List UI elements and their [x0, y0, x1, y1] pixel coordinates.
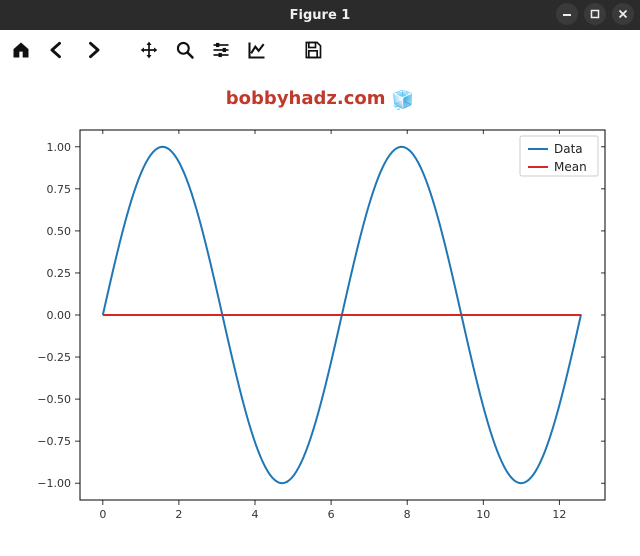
maximize-icon [590, 9, 600, 19]
y-tick-label: −0.75 [37, 435, 71, 448]
sliders-icon [211, 40, 231, 60]
figure-canvas[interactable]: bobbyhadz.com 🧊 −1.00 −0.75 −0.50 −0.25 0.00… [0, 70, 640, 556]
chart-title-text: bobbyhadz.com [226, 88, 392, 109]
close-icon [618, 9, 628, 19]
x-tick-label: 2 [175, 508, 182, 521]
matplotlib-toolbar [0, 30, 640, 70]
legend-label: Data [554, 142, 583, 156]
y-tick-label: −0.50 [37, 393, 71, 406]
forward-icon [83, 40, 103, 60]
chart-plot: −1.00 −0.75 −0.50 −0.25 0.00 0.25 0.50 0.75 1.00… [0, 118, 640, 548]
zoom-icon [175, 40, 195, 60]
y-tick-label: 1.00 [47, 141, 72, 154]
legend: Data Mean [520, 136, 598, 176]
back-button[interactable] [46, 39, 68, 61]
save-icon [303, 40, 323, 60]
home-button[interactable] [10, 39, 32, 61]
y-tick-label: 0.25 [47, 267, 72, 280]
save-button[interactable] [302, 39, 324, 61]
minimize-icon [562, 9, 572, 19]
configure-button[interactable] [210, 39, 232, 61]
x-tick-label: 10 [476, 508, 490, 521]
zoom-button[interactable] [174, 39, 196, 61]
x-tick-label: 4 [252, 508, 259, 521]
chart-icon [247, 40, 267, 60]
forward-button[interactable] [82, 39, 104, 61]
close-button[interactable] [612, 3, 634, 25]
back-icon [47, 40, 67, 60]
y-tick-label: −1.00 [37, 477, 71, 490]
legend-label: Mean [554, 160, 587, 174]
y-tick-label: 0.75 [47, 183, 72, 196]
x-tick-label: 0 [99, 508, 106, 521]
pan-icon [139, 40, 159, 60]
x-tick-label: 12 [552, 508, 566, 521]
axes-edit-button[interactable] [246, 39, 268, 61]
window-title: Figure 1 [290, 8, 351, 23]
cube-icon: 🧊 [392, 90, 414, 111]
home-icon [11, 40, 31, 60]
chart-title: bobbyhadz.com 🧊 [0, 88, 640, 111]
y-tick-label: −0.25 [37, 351, 71, 364]
x-tick-label: 6 [328, 508, 335, 521]
window-controls [556, 3, 634, 25]
y-tick-label: 0.00 [47, 309, 72, 322]
window-titlebar: Figure 1 [0, 0, 640, 30]
x-tick-label: 8 [404, 508, 411, 521]
maximize-button[interactable] [584, 3, 606, 25]
pan-button[interactable] [138, 39, 160, 61]
y-tick-label: 0.50 [47, 225, 72, 238]
minimize-button[interactable] [556, 3, 578, 25]
